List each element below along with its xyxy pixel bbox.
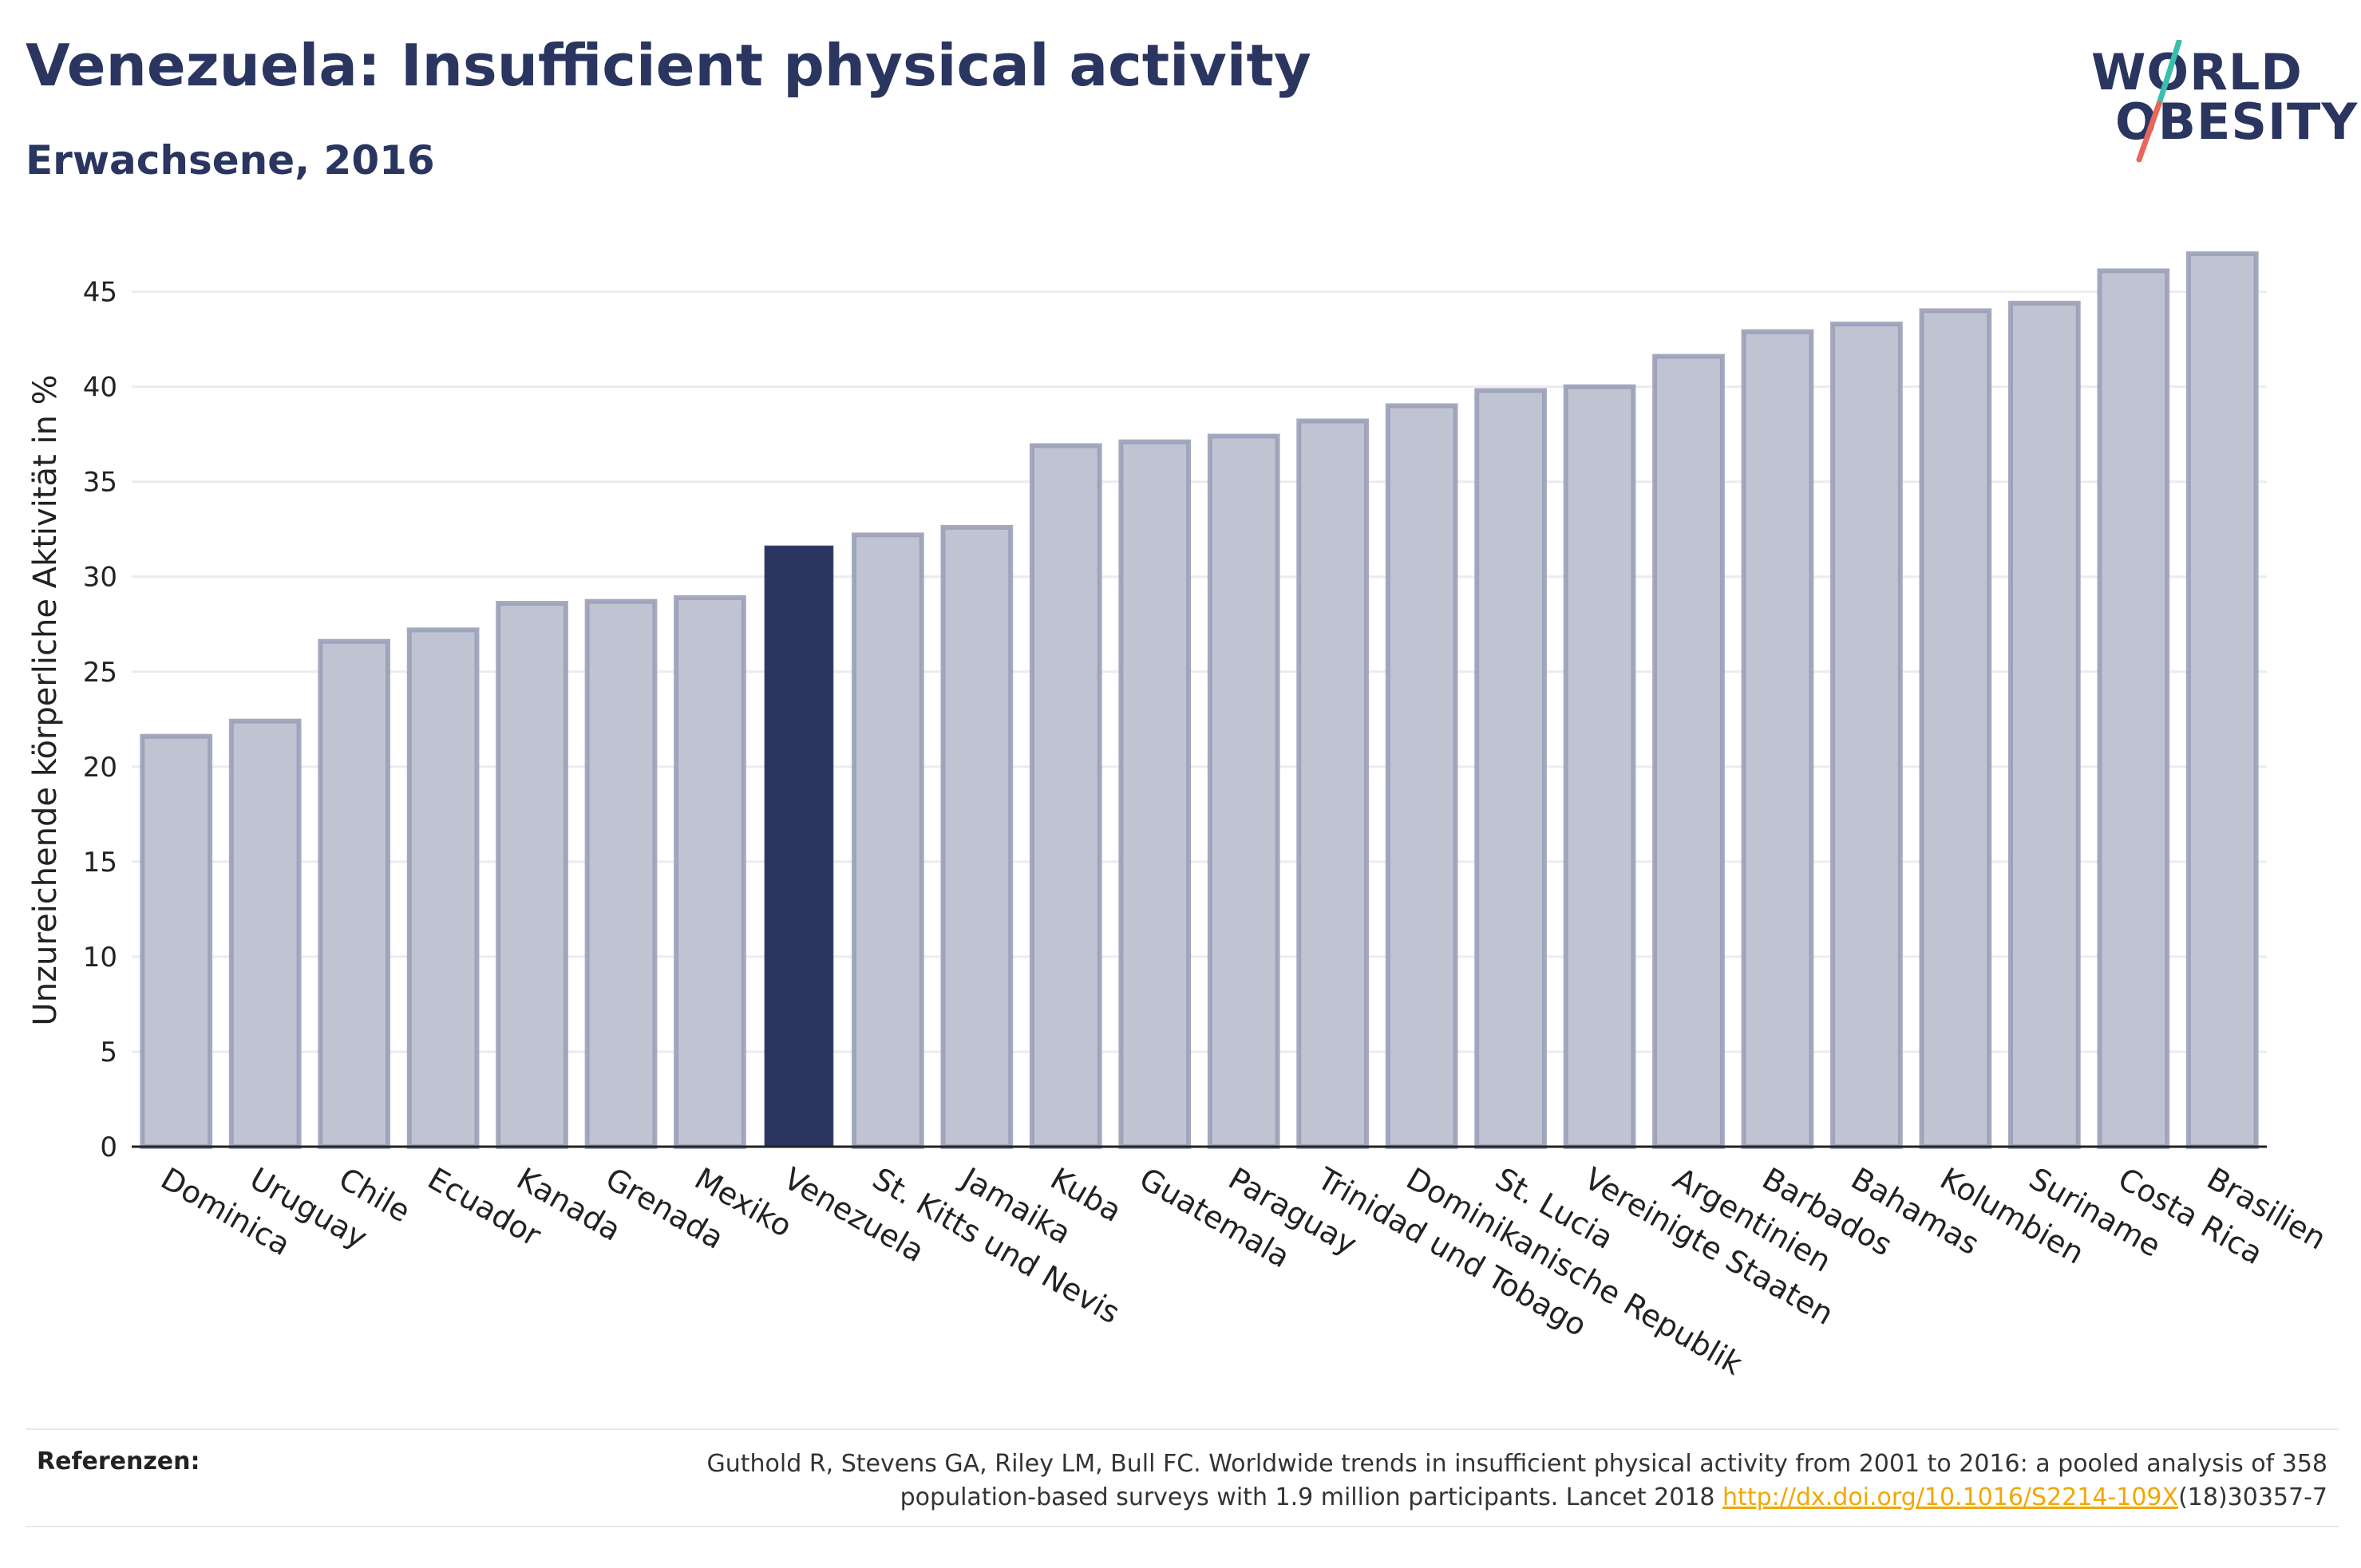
bar: [1385, 403, 1458, 1149]
bar: [496, 601, 568, 1149]
chart-title: Venezuela: Insufficient physical activit…: [26, 32, 1311, 99]
bar: [940, 524, 1014, 1150]
y-tick-label: 5: [100, 1037, 117, 1068]
y-tick-label: 30: [83, 562, 117, 594]
doi-link[interactable]: http://dx.doi.org/10.1016/S2214-109X: [1722, 1483, 2179, 1511]
y-tick-label: 0: [100, 1132, 117, 1163]
y-tick-label: 40: [83, 372, 117, 404]
bar: [318, 638, 390, 1149]
bar-highlight: [764, 545, 834, 1147]
reference-line-2-start: population-based surveys with 1.9 millio…: [900, 1483, 1723, 1511]
bar: [1652, 353, 1725, 1149]
y-tick-label: 20: [83, 752, 117, 784]
y-tick-label: 25: [83, 657, 117, 689]
bar: [852, 532, 924, 1149]
bar: [406, 627, 480, 1149]
references-text: Guthold R, Stevens GA, Riley LM, Bull FC…: [707, 1448, 2327, 1515]
logo-text-world: WORLD: [2091, 43, 2303, 101]
bar: [1563, 384, 1636, 1150]
y-tick-label: 10: [83, 942, 117, 974]
reference-line-2-end: (18)30357-7: [2178, 1483, 2327, 1511]
bar: [2008, 300, 2081, 1150]
world-obesity-logo: WORLD OBESITY: [2083, 40, 2357, 168]
logo-slash-icon: [2136, 40, 2182, 163]
bar: [1474, 388, 1547, 1150]
y-axis-title: Unzureichende körperliche Aktivität in %: [27, 374, 64, 1025]
y-tick-label: 15: [83, 847, 117, 879]
bar: [140, 733, 213, 1149]
bar: [2185, 251, 2259, 1149]
bar: [228, 718, 302, 1149]
y-tick-label: 35: [83, 467, 117, 499]
bar: [1830, 322, 1903, 1150]
references-footer: Referenzen: Guthold R, Stevens GA, Riley…: [26, 1428, 2339, 1527]
bar: [1207, 433, 1280, 1149]
bar: [584, 598, 658, 1149]
reference-line-1: Guthold R, Stevens GA, Riley LM, Bull FC…: [706, 1450, 2327, 1478]
bar: [1919, 308, 1992, 1149]
bar: [1118, 439, 1192, 1149]
y-tick-label: 45: [83, 277, 117, 309]
bar: [1029, 443, 1102, 1149]
references-label: Referenzen:: [37, 1448, 200, 1475]
chart-subtitle: Erwachsene, 2016: [26, 137, 435, 184]
reference-line-2: population-based surveys with 1.9 millio…: [707, 1481, 2327, 1515]
bar: [1741, 329, 1814, 1150]
bar: [674, 594, 746, 1150]
bar: [2097, 268, 2170, 1150]
bar: [1296, 418, 1370, 1149]
